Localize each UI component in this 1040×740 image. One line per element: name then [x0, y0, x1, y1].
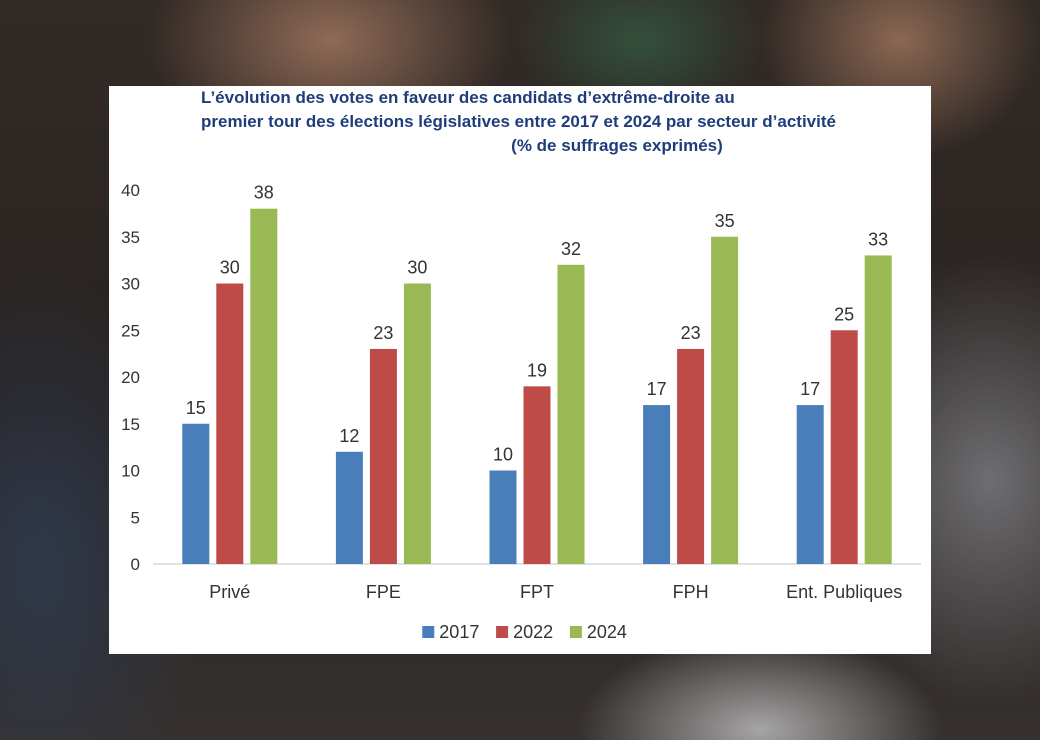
- data-label: 15: [186, 398, 206, 418]
- y-tick-label: 0: [131, 555, 140, 574]
- legend-label: 2024: [587, 622, 627, 642]
- data-label: 19: [527, 360, 547, 380]
- x-category-label: FPH: [673, 582, 709, 602]
- data-label: 33: [868, 229, 888, 249]
- bar-2024: [864, 255, 892, 564]
- chart-card: L’évolution des votes en faveur des cand…: [109, 86, 931, 654]
- bar-2022: [369, 348, 397, 564]
- bar-2024: [557, 264, 585, 564]
- chart-title-line-3: (% de suffrages exprimés): [511, 136, 723, 155]
- bar-2017: [489, 470, 517, 564]
- y-tick-label: 15: [121, 415, 140, 434]
- x-category-label: Ent. Publiques: [786, 582, 902, 602]
- data-label: 30: [220, 258, 240, 278]
- bar-2022: [830, 330, 858, 564]
- bar-chart: 0 5 10 15 20 25 30 35 40 15 30 38 Privé 12 23 30 FPE 10 19…: [121, 181, 921, 642]
- bar-2024: [403, 283, 431, 564]
- legend-swatch-2022: [496, 626, 509, 638]
- data-label: 35: [715, 211, 735, 231]
- data-label: 23: [681, 323, 701, 343]
- bar-2022: [523, 386, 551, 564]
- y-tick-label: 30: [121, 275, 140, 294]
- bar-2017: [796, 405, 824, 564]
- data-label: 12: [339, 426, 359, 446]
- bar-2017: [182, 423, 210, 564]
- bar-2024: [250, 208, 278, 564]
- chart-title-line-1: L’évolution des votes en faveur des cand…: [201, 88, 735, 107]
- bar-2022: [216, 283, 244, 564]
- bar-2017: [335, 451, 363, 564]
- y-tick-label: 25: [121, 321, 140, 340]
- y-tick-label: 10: [121, 462, 140, 481]
- legend-swatch-2024: [569, 626, 582, 638]
- x-category-label: FPT: [520, 582, 554, 602]
- x-category-label: Privé: [209, 582, 250, 602]
- y-tick-label: 40: [121, 181, 140, 200]
- bar-2017: [643, 405, 671, 564]
- data-label: 17: [647, 379, 667, 399]
- data-label: 32: [561, 239, 581, 259]
- legend-swatch-2017: [422, 626, 435, 638]
- bar-2022: [677, 348, 705, 564]
- legend-label: 2017: [439, 622, 479, 642]
- data-label: 38: [254, 183, 274, 203]
- data-label: 17: [800, 379, 820, 399]
- y-tick-label: 20: [121, 368, 140, 387]
- chart-title-line-2: premier tour des élections législatives …: [201, 112, 836, 131]
- y-tick-label: 5: [131, 508, 140, 527]
- y-tick-label: 35: [121, 228, 140, 247]
- legend-label: 2022: [513, 622, 553, 642]
- data-label: 30: [407, 258, 427, 278]
- data-label: 10: [493, 445, 513, 465]
- data-label: 23: [373, 323, 393, 343]
- x-category-label: FPE: [366, 582, 401, 602]
- data-label: 25: [834, 304, 854, 324]
- bar-2024: [711, 236, 739, 564]
